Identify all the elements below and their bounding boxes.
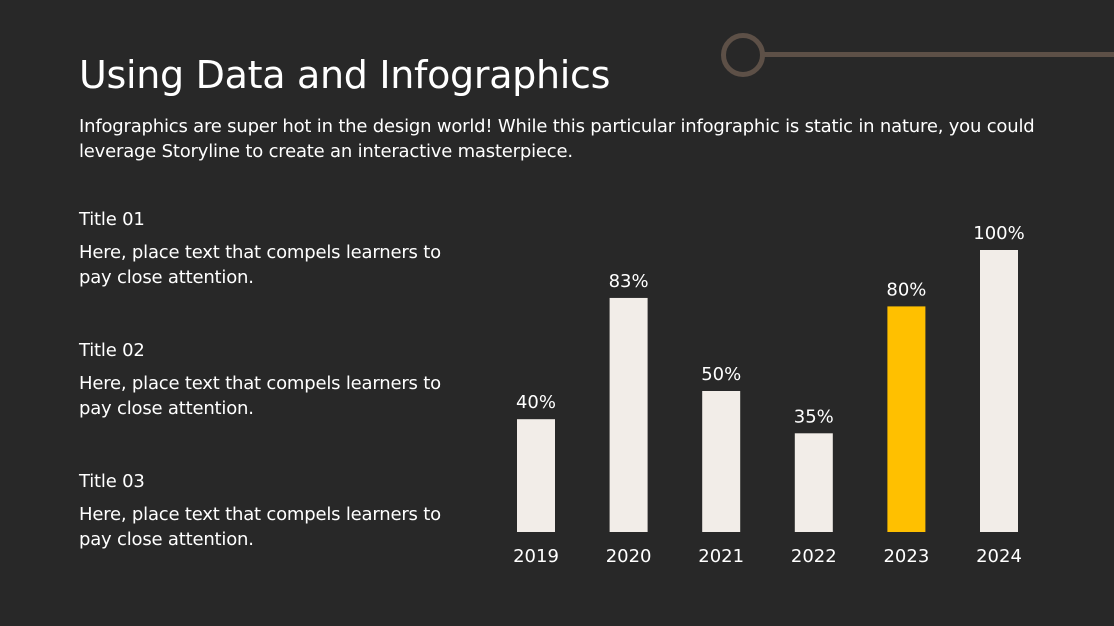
bar-2022 [794,433,833,532]
category-label-2021: 2021 [698,546,744,567]
point-item-2: Title 02 Here, place text that compels l… [79,338,459,469]
point-item-3: Title 03 Here, place text that compels l… [79,469,459,600]
bar-2020 [609,297,648,532]
category-label-2020: 2020 [606,546,652,567]
point-text: Here, place text that compels learners t… [79,373,441,419]
points-list: Title 01 Here, place text that compels l… [79,207,459,600]
bar-chart: 40% 2019 83% 2020 50% 2021 35% 2022 80% 2023 100% 2… [513,223,1025,567]
point-title: Title 03 [79,471,145,492]
point-text: Here, place text that compels learners t… [79,504,441,550]
data-label-2020: 83% [609,271,649,292]
bar-2023 [887,306,926,532]
data-label-2024: 100% [973,223,1024,244]
category-label-2024: 2024 [976,546,1022,567]
intro-text: Infographics are super hot in the design… [79,116,1035,162]
data-label-2023: 80% [886,279,926,300]
category-label-2019: 2019 [513,546,559,567]
data-label-2019: 40% [516,392,556,413]
point-item-1: Title 01 Here, place text that compels l… [79,207,459,338]
data-label-2021: 50% [701,364,741,385]
slide-title: Using Data and Infographics [79,53,611,97]
decorative-line [762,52,1114,57]
category-label-2023: 2023 [883,546,929,567]
category-label-2022: 2022 [791,546,837,567]
bar-2021 [702,391,741,532]
point-title: Title 01 [79,209,145,230]
point-title: Title 02 [79,340,145,361]
bar-2024 [980,250,1018,532]
bar-2019 [517,419,555,532]
data-label-2022: 35% [794,406,834,427]
decorative-ring [721,33,765,77]
point-text: Here, place text that compels learners t… [79,242,441,288]
